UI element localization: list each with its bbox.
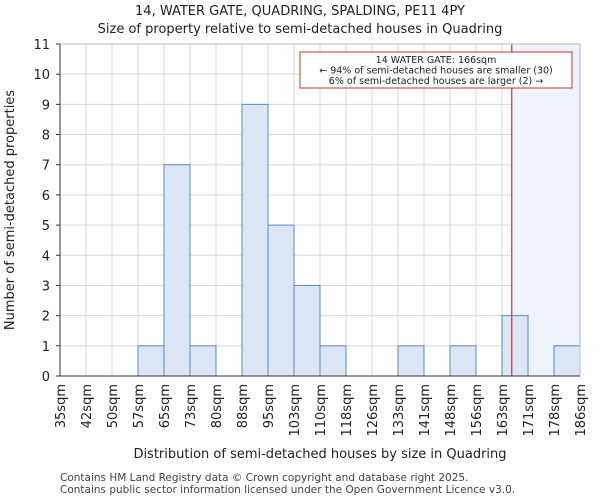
x-tick-label: 57sqm [132, 384, 147, 428]
y-tick-label: 6 [42, 189, 50, 204]
bar-57sqm [137, 345, 165, 377]
chart-title: 14, WATER GATE, QUADRING, SPALDING, PE11… [135, 4, 465, 19]
y-tick-label: 10 [33, 68, 50, 83]
bar-73sqm [189, 345, 217, 377]
annotation-line-1: 14 WATER GATE: 166sqm [376, 55, 497, 66]
x-tick-label: 141sqm [418, 384, 433, 437]
y-tick-label: 8 [42, 129, 50, 144]
bars [137, 103, 581, 377]
y-tick-label: 9 [42, 98, 50, 113]
bar-110sqm [319, 345, 347, 377]
y-axis-label: Number of semi-detached properties [3, 90, 18, 330]
x-tick-label: 95sqm [262, 384, 277, 428]
bar-65sqm [163, 164, 191, 377]
y-tick-label: 3 [42, 279, 50, 294]
x-tick-label: 186sqm [574, 384, 589, 437]
bar-163sqm [501, 315, 529, 377]
x-tick-label: 171sqm [522, 384, 537, 437]
x-axis-label: Distribution of semi-detached houses by … [133, 447, 506, 462]
x-tick-label: 50sqm [106, 384, 121, 428]
axes [59, 43, 581, 377]
y-tick-label: 1 [42, 340, 50, 355]
annotation-box [299, 51, 573, 89]
bar-95sqm [267, 224, 295, 377]
x-tick-label: 42sqm [80, 384, 95, 428]
bar-133sqm [397, 345, 425, 377]
y-tick-label: 11 [33, 38, 50, 53]
x-tick-label: 73sqm [184, 384, 199, 428]
x-tick-label: 118sqm [340, 384, 355, 437]
bar-178sqm [553, 345, 581, 377]
y-tick-label: 5 [42, 219, 50, 234]
footer-line-1: Contains HM Land Registry data © Crown c… [60, 472, 469, 484]
x-tick-label: 126sqm [366, 384, 381, 437]
bar-148sqm [449, 345, 477, 377]
x-tick-label: 65sqm [158, 384, 173, 428]
annotation-line-2: ← 94% of semi-detached houses are smalle… [319, 66, 553, 77]
footer-line-2: Contains public sector information licen… [60, 484, 516, 496]
y-tick-label: 7 [42, 159, 50, 174]
y-tick-labels: 0 1 2 3 4 5 6 7 8 9 10 11 [33, 38, 60, 385]
marker-annotation: 14 WATER GATE: 166sqm ← 94% of semi-deta… [299, 51, 573, 89]
x-tick-label: 133sqm [392, 384, 407, 437]
x-tick-label: 110sqm [314, 384, 329, 437]
bar-103sqm [293, 284, 321, 377]
y-tick-label: 4 [42, 249, 50, 264]
x-tick-label: 35sqm [54, 384, 69, 428]
y-tick-label: 2 [42, 310, 50, 325]
x-tick-label: 80sqm [210, 384, 225, 428]
x-tick-label: 103sqm [288, 384, 303, 437]
x-tick-label: 163sqm [496, 384, 511, 437]
bar-88sqm [241, 103, 269, 377]
x-tick-labels: 35sqm 42sqm 50sqm 57sqm 65sqm 73sqm 80sqm 88sqm… [54, 384, 589, 437]
x-tick-label: 156sqm [470, 384, 485, 437]
y-tick-label: 0 [42, 370, 50, 385]
x-tick-label: 148sqm [444, 384, 459, 437]
chart-subtitle: Size of property relative to semi-detach… [97, 22, 503, 37]
x-tick-label: 88sqm [236, 384, 251, 428]
x-tick-label: 178sqm [548, 384, 563, 437]
annotation-line-3: 6% of semi-detached houses are larger (2… [329, 76, 543, 87]
